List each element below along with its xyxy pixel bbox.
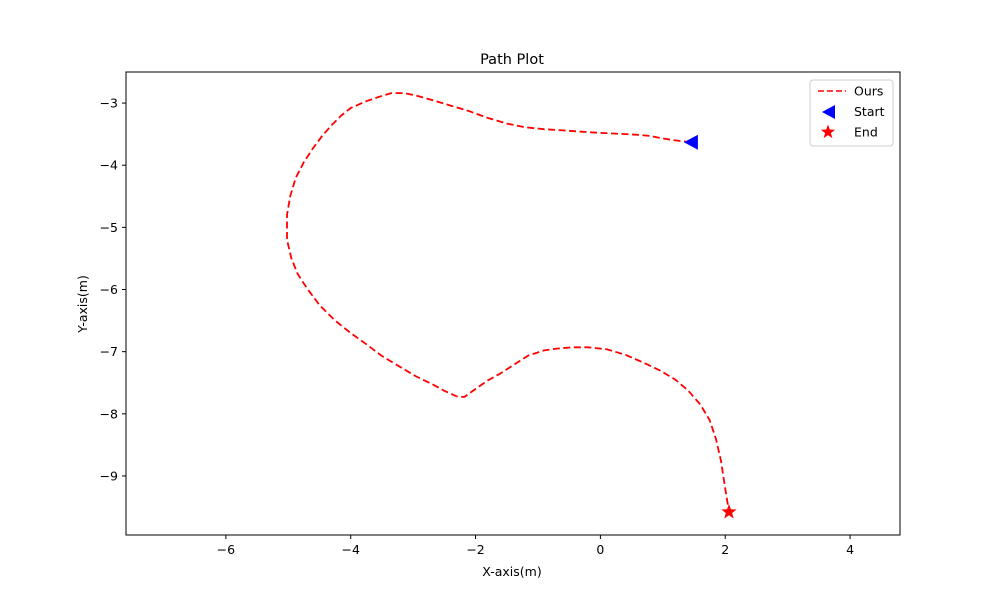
x-tick-label: 4 [846,542,854,557]
legend-end-label: End [854,125,878,140]
y-tick-label: −9 [100,468,118,483]
legend-start-label: Start [854,104,885,119]
legend-start-triangle-icon [822,105,835,119]
x-tick-label: −4 [341,542,359,557]
y-tick-label: −6 [100,282,118,297]
plot-frame [125,71,901,536]
y-tick-label: −5 [100,220,118,235]
legend-end-star-icon [820,124,836,139]
x-axis: −6 −4 −2 0 2 4 [217,535,854,557]
marker-layer [683,134,737,519]
y-tick-label: −7 [100,344,118,359]
y-axis: −3 −4 −5 −6 −7 −8 −9 [100,96,126,483]
y-tick-label: −3 [100,96,118,111]
start-marker [683,134,698,150]
end-marker [721,504,737,519]
series-line-ours [286,92,730,513]
x-tick-label: 0 [596,542,604,557]
x-axis-label: X-axis(m) [482,564,541,579]
series-layer [286,92,730,513]
x-tick-label: 2 [721,542,729,557]
legend-ours-label: Ours [854,84,883,99]
plot-area [286,92,737,519]
x-tick-label: −2 [466,542,484,557]
legend-box [809,79,894,147]
x-tick-label: −6 [217,542,235,557]
y-axis-label: Y-axis(m) [75,275,90,334]
legend: Ours Start End [809,79,894,147]
y-tick-label: −8 [100,406,118,421]
chart-title: Path Plot [480,52,544,68]
y-tick-label: −4 [100,158,118,173]
